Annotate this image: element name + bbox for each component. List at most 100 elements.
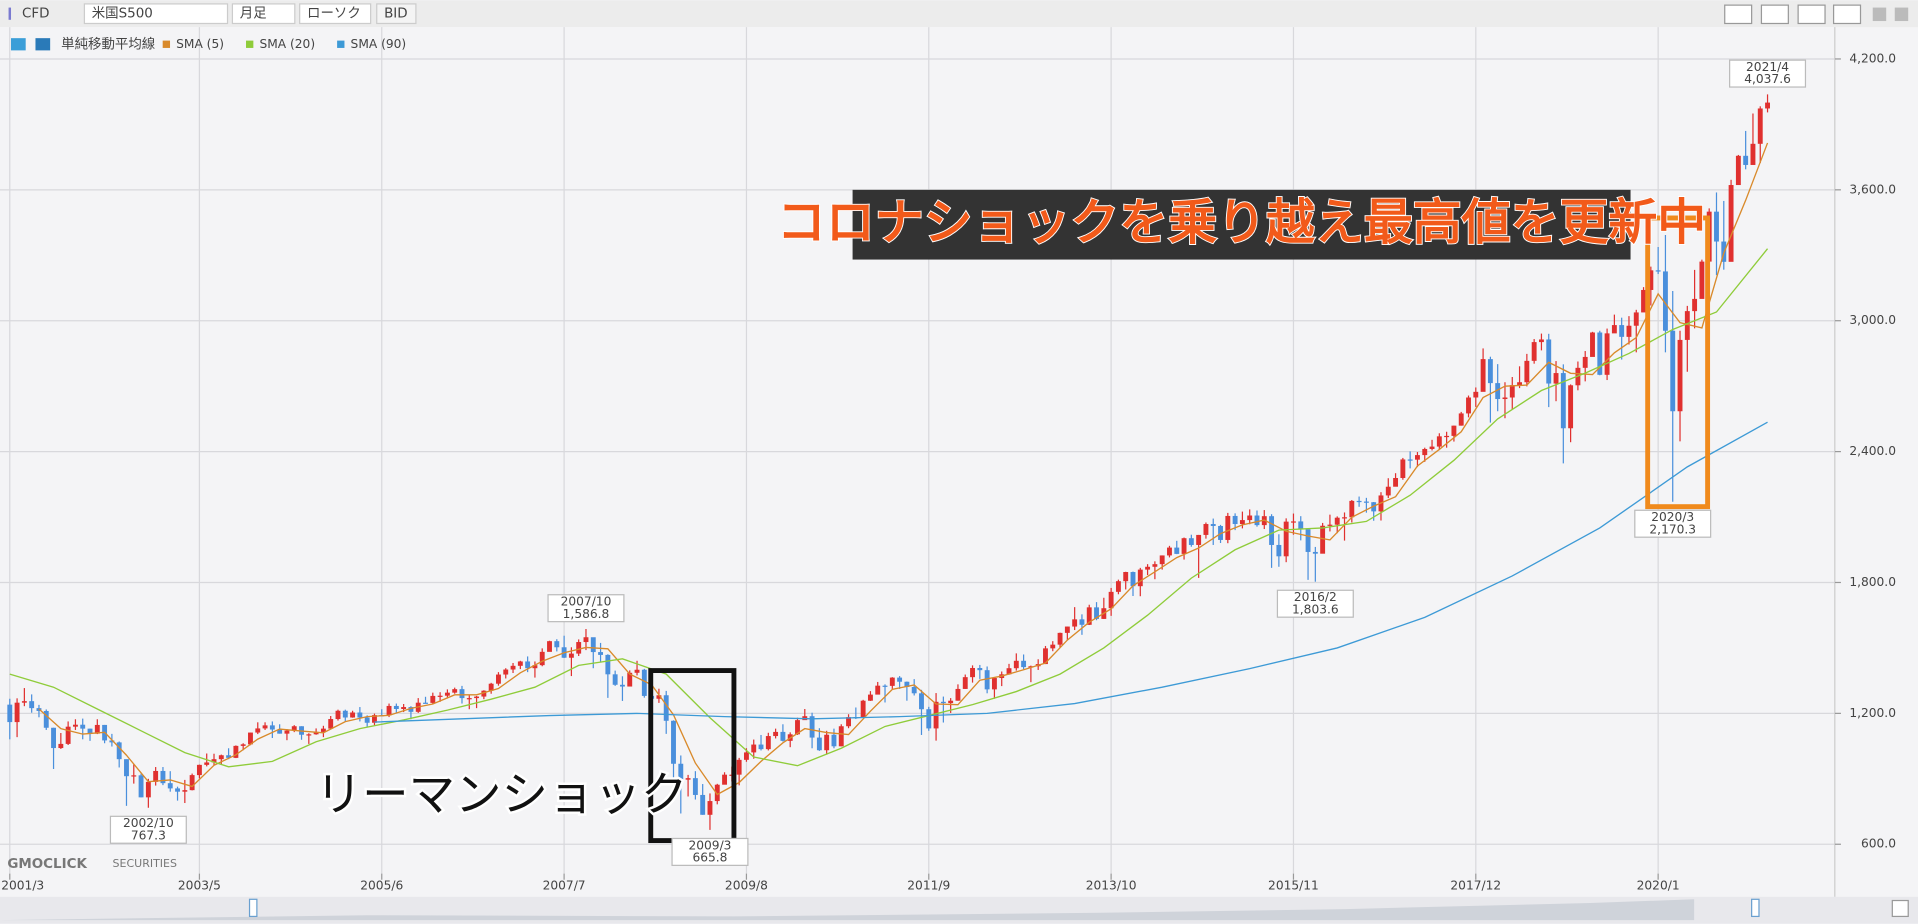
candle-body (1320, 525, 1326, 554)
candle-body (72, 724, 78, 727)
candle-body (1167, 547, 1172, 556)
candle-body (138, 775, 144, 798)
x-tick-label: 2013/10 (1086, 878, 1137, 892)
candle-body (29, 701, 35, 709)
candle-body (1342, 517, 1347, 519)
candle-body (284, 730, 290, 734)
candle-body (248, 732, 253, 745)
tool-button[interactable] (1797, 4, 1826, 25)
candle-body (1188, 538, 1194, 545)
candle-body (1509, 385, 1515, 398)
candle-body (393, 705, 399, 710)
tool-button[interactable] (1832, 4, 1862, 25)
candle-body (736, 759, 742, 775)
period[interactable]: 月足 (240, 7, 267, 22)
candle-body (627, 672, 633, 687)
market: CFD (22, 7, 49, 22)
symbol-box[interactable] (83, 3, 229, 25)
candle-body (1225, 515, 1231, 540)
tool-button[interactable] (1872, 7, 1887, 22)
candle-body (269, 725, 275, 730)
legend-swatch (246, 40, 254, 48)
candle-body (634, 669, 640, 673)
candle-body (1655, 270, 1661, 272)
period-box[interactable] (231, 3, 296, 25)
candle-body (970, 667, 975, 678)
candle-body (1517, 382, 1523, 386)
candle-body (109, 740, 115, 743)
candle-body (860, 700, 866, 718)
candle-body (1072, 619, 1078, 627)
candle-body (1086, 607, 1092, 625)
candle-body (1137, 569, 1143, 587)
candle-body (1276, 544, 1282, 557)
callout-box (852, 189, 1631, 260)
annotation-box (1634, 509, 1712, 538)
candle-body (145, 781, 151, 798)
style-box[interactable] (299, 3, 372, 25)
candle-body (846, 717, 851, 727)
annotation-date: 2020/3 (1651, 510, 1694, 524)
candle-body (1057, 632, 1063, 645)
candle-body (1429, 446, 1435, 449)
navigator-handle[interactable] (248, 898, 258, 918)
candle-body (1327, 524, 1333, 526)
candle-body (1604, 333, 1610, 375)
candle-body (80, 724, 86, 729)
reset-button[interactable] (1891, 899, 1909, 918)
candle-body (423, 702, 428, 704)
candle-body (306, 734, 312, 736)
candle-body (131, 775, 137, 777)
candle-body (1466, 397, 1471, 414)
candle-body (1269, 516, 1275, 545)
candle-body (795, 720, 800, 735)
y-tick-label: 1,200.0 (1849, 706, 1896, 720)
candle-body (583, 637, 589, 643)
legend-label: SMA (90) (351, 37, 407, 51)
candle-body (1407, 459, 1413, 461)
candle-body (1735, 155, 1741, 186)
candle-body (1728, 185, 1734, 262)
annotation-value: 2,170.3 (1649, 522, 1696, 536)
candle-body (1648, 270, 1654, 290)
candle-body (430, 695, 436, 703)
tool-button[interactable] (1724, 4, 1753, 25)
tool-button[interactable] (1760, 4, 1789, 25)
annotation-box (547, 594, 625, 623)
candle-body (1633, 312, 1639, 326)
candle-body (328, 719, 334, 729)
x-tick-label: 2020/1 (1637, 878, 1680, 892)
side[interactable]: BID (384, 7, 408, 22)
candle-body (1291, 521, 1296, 523)
symbol[interactable]: 米国S500 (92, 6, 153, 22)
candle-body (1247, 515, 1253, 521)
candle-body (211, 759, 217, 763)
candle-body (1415, 455, 1420, 460)
candle-body (780, 731, 786, 741)
candle-body (1692, 298, 1698, 312)
candle-body (87, 728, 93, 734)
candle-body (743, 752, 749, 760)
annotation-box (1729, 59, 1807, 88)
candle-body (401, 707, 407, 710)
sma-line (9, 248, 1769, 768)
candle-body (773, 731, 779, 737)
candle-body (1480, 359, 1486, 392)
x-tick-label: 2007/7 (543, 878, 586, 892)
style[interactable]: ローソク (307, 6, 361, 22)
annotation-box (1276, 589, 1354, 618)
candle-body (1582, 356, 1588, 368)
candle-body (809, 716, 815, 738)
side-box[interactable] (376, 3, 417, 25)
indicator-icon[interactable] (11, 38, 26, 51)
legend-label: SMA (5) (176, 37, 224, 51)
indicator-toggle[interactable] (35, 38, 51, 51)
candle-body (539, 651, 545, 666)
tool-button[interactable] (1894, 7, 1909, 22)
candle-body (342, 710, 348, 718)
candle-body (685, 778, 691, 780)
y-tick-label: 2,400.0 (1849, 444, 1896, 458)
candle-body (1743, 155, 1749, 165)
navigator-handle[interactable] (1751, 898, 1760, 918)
sma-line (374, 421, 1768, 723)
